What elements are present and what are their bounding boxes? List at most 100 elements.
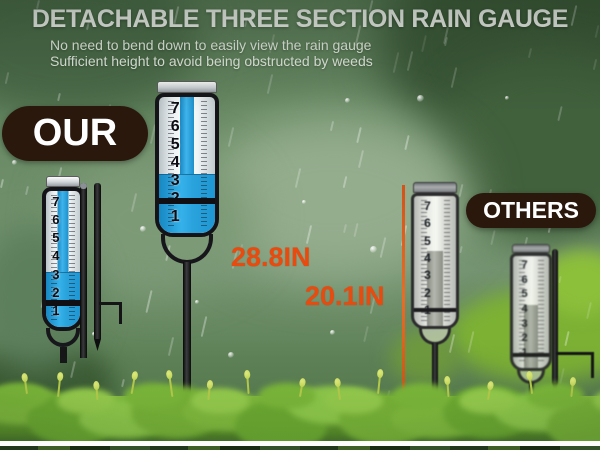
stake-bracket (99, 302, 122, 305)
scale-number: 5 (521, 288, 528, 301)
gauge-scale-numbers: 7 6 5 4 3 2 1 (46, 191, 66, 327)
rain-streak (363, 326, 369, 342)
gauge-inner-column (57, 191, 69, 327)
gauge-section-ring (513, 353, 549, 358)
droplet-bokeh (140, 226, 146, 232)
our-badge-label: OUR (32, 112, 118, 154)
gauge-ticks (518, 260, 525, 364)
droplet-bokeh (302, 200, 306, 204)
scale-number: 3 (52, 266, 60, 282)
subtitle-line-2: Sufficient height to avoid being obstruc… (50, 53, 373, 69)
gauge-cap (157, 81, 217, 93)
gauge-tube: 7 6 54 3 2 1 (510, 253, 552, 371)
scale-number: 6 (521, 273, 528, 286)
rain-streak (0, 178, 4, 189)
scale-number: 1 (52, 302, 60, 318)
scale-number: 1 (170, 208, 180, 225)
gauge-funnel (46, 328, 80, 347)
scale-number: 1 (521, 347, 527, 359)
gauge-section-ring (46, 299, 80, 306)
scale-number: 6 (52, 212, 60, 228)
ground-divider-line (0, 441, 600, 446)
scale-number: 3 (170, 172, 180, 189)
poster-title: DETACHABLE THREE SECTION RAIN GAUGE (31, 5, 569, 33)
droplet-bokeh (345, 98, 350, 103)
height-reference-line (402, 185, 405, 413)
droplet-bokeh (330, 330, 335, 335)
scale-number: 7 (52, 194, 60, 209)
scale-number: 5 (424, 233, 431, 248)
moss-sprout (243, 369, 251, 395)
sprout-bud (131, 370, 139, 381)
moss-bump (593, 388, 600, 414)
subtitle-line-1: No need to bend down to easily view the … (50, 37, 372, 53)
scale-number: 7 (521, 259, 528, 271)
droplet-bokeh (505, 96, 509, 100)
sprout-bud (243, 369, 251, 380)
gauge-water-fill (46, 271, 80, 327)
scale-number: 2 (521, 332, 528, 345)
stake-bracket (119, 302, 122, 324)
scale-number: 7 (170, 100, 180, 117)
droplet-bokeh (370, 246, 377, 253)
stake-point (94, 339, 101, 351)
gauge-ticks (69, 195, 76, 323)
others-badge: OTHERS (466, 193, 596, 228)
stake-bracket (556, 352, 593, 355)
scale-number: 7 (424, 199, 431, 213)
gauge-ticks (537, 260, 544, 364)
pole-cap (80, 183, 87, 189)
droplet-bokeh (417, 95, 424, 102)
moss-bump (0, 383, 48, 409)
moss-bump (57, 388, 115, 414)
gauge-mounting-pole (183, 262, 191, 426)
scale-number: 5 (52, 230, 60, 246)
scale-number: 3 (521, 317, 528, 330)
others-badge-label: OTHERS (483, 197, 579, 223)
gauge-cap (46, 176, 80, 187)
scale-number: 4 (521, 302, 528, 315)
gauge-section-ring (159, 197, 215, 204)
sprout-bud (376, 368, 384, 379)
scale-number: 6 (424, 216, 431, 231)
sprout-bud (569, 376, 577, 387)
moss-bump (526, 383, 584, 409)
scale-number: 6 (170, 118, 180, 135)
gauge-ticks (51, 195, 58, 323)
others-height-measurement: 20.1IN (305, 281, 385, 311)
moss-sprout (376, 368, 384, 395)
scale-number: 2 (52, 284, 60, 300)
scale-number: 3 (424, 268, 431, 283)
rain-gauge-tube-detached: 7 6 5 4 3 2 1 (40, 176, 86, 363)
scale-number: 4 (170, 154, 180, 171)
gauge-cap (413, 182, 457, 193)
gauge-ticks (201, 101, 208, 229)
gauge-inner-column (427, 250, 443, 326)
gauge-mounting-pole (432, 343, 438, 417)
gauge-cap (512, 244, 550, 253)
stake-bracket (591, 352, 594, 378)
scale-number: 4 (52, 248, 60, 264)
pole-section-1 (80, 183, 87, 358)
rain-streak (121, 378, 125, 388)
droplet-bokeh (12, 160, 17, 165)
gauge-section-ring (414, 307, 456, 312)
gauge-tube: 7 6 5 4 3 2 1 (42, 187, 84, 331)
droplet-bokeh (195, 300, 199, 304)
rain-streak (25, 185, 29, 196)
ground-stake-section (94, 183, 122, 351)
others-ground-stake (552, 249, 594, 395)
gauge-ticks (444, 200, 451, 322)
moss-bump (191, 388, 249, 414)
gauge-scale-numbers: 7 6 54 3 2 1 (513, 256, 536, 368)
moss-bump (258, 383, 316, 409)
gauge-ticks (420, 200, 427, 322)
gauge-ticks (167, 101, 174, 229)
